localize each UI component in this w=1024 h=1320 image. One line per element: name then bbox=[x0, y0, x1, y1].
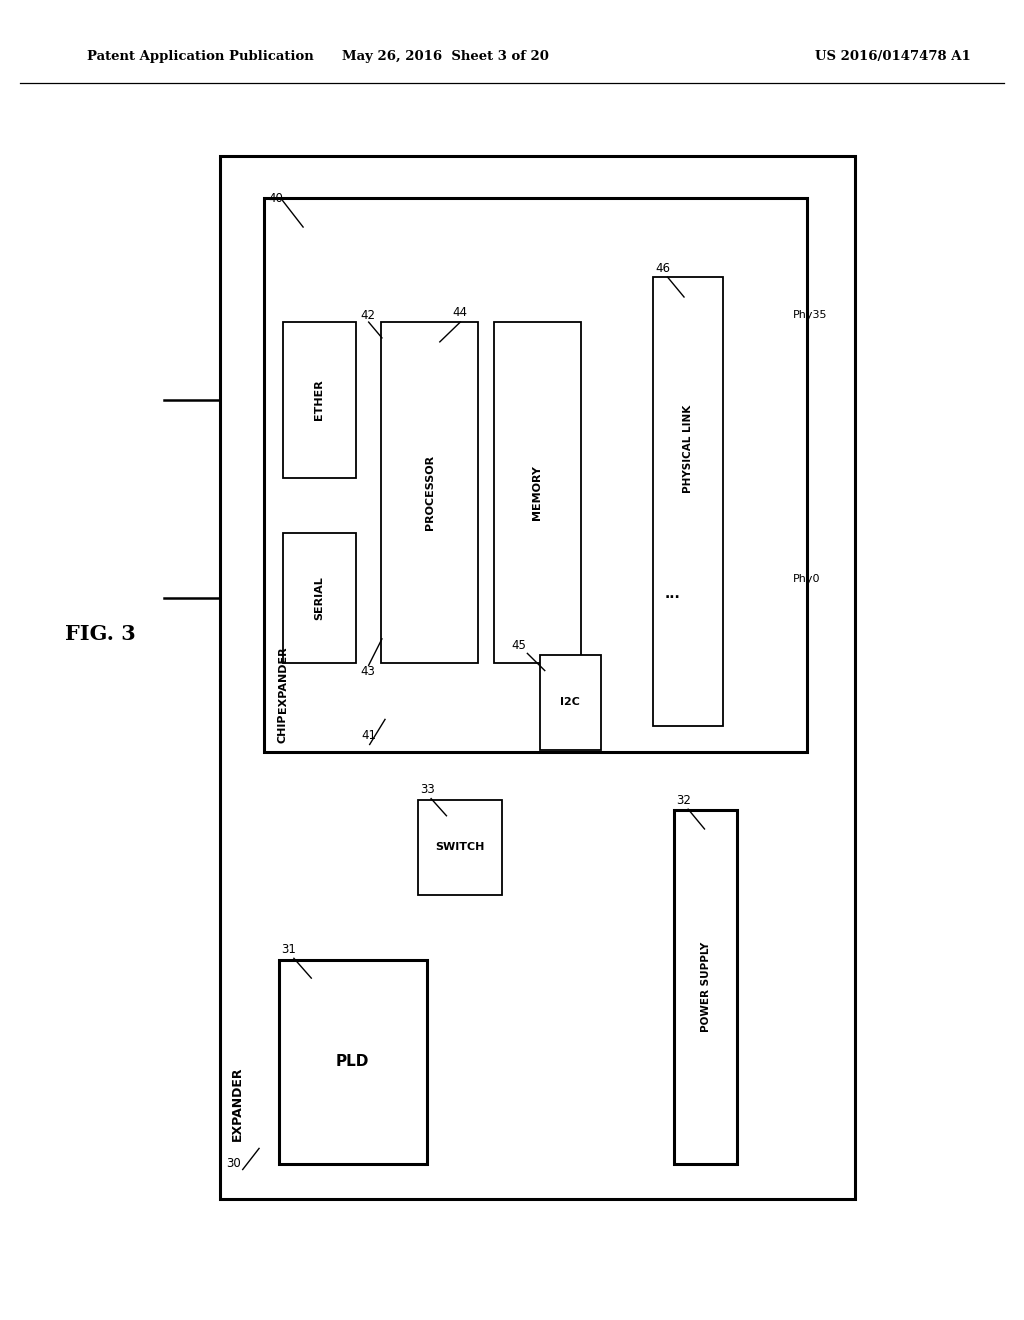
Text: 32: 32 bbox=[676, 793, 691, 807]
Text: Phy0: Phy0 bbox=[793, 574, 820, 585]
Bar bbox=[264, 198, 807, 752]
Text: 44: 44 bbox=[453, 306, 467, 319]
Text: FIG. 3: FIG. 3 bbox=[65, 623, 136, 644]
Text: SWITCH: SWITCH bbox=[435, 842, 484, 853]
Bar bbox=[494, 322, 581, 663]
Text: PROCESSOR: PROCESSOR bbox=[425, 455, 434, 529]
Text: EXPANDER: EXPANDER bbox=[231, 1067, 244, 1140]
Text: 43: 43 bbox=[360, 665, 376, 678]
Text: US 2016/0147478 A1: US 2016/0147478 A1 bbox=[815, 50, 971, 63]
Text: POWER SUPPLY: POWER SUPPLY bbox=[700, 942, 711, 1032]
Text: PHYSICAL LINK: PHYSICAL LINK bbox=[683, 405, 693, 492]
Bar bbox=[653, 277, 723, 726]
Text: 45: 45 bbox=[511, 639, 526, 652]
Text: EXPANDER: EXPANDER bbox=[278, 647, 288, 713]
Text: May 26, 2016  Sheet 3 of 20: May 26, 2016 Sheet 3 of 20 bbox=[342, 50, 549, 63]
Text: Patent Application Publication: Patent Application Publication bbox=[87, 50, 313, 63]
Text: 33: 33 bbox=[420, 783, 434, 796]
Text: I2C: I2C bbox=[560, 697, 581, 708]
Text: 46: 46 bbox=[655, 261, 671, 275]
Bar bbox=[279, 960, 427, 1164]
Bar bbox=[540, 655, 601, 750]
Text: 41: 41 bbox=[361, 729, 377, 742]
Text: 42: 42 bbox=[360, 309, 376, 322]
Bar bbox=[283, 322, 356, 478]
Text: PLD: PLD bbox=[336, 1055, 370, 1069]
Text: 30: 30 bbox=[226, 1156, 241, 1170]
Text: ...: ... bbox=[665, 587, 681, 601]
Bar bbox=[418, 800, 502, 895]
Bar bbox=[674, 810, 737, 1164]
Bar bbox=[283, 533, 356, 663]
Text: MEMORY: MEMORY bbox=[532, 465, 542, 520]
Bar bbox=[220, 156, 855, 1199]
Text: 31: 31 bbox=[282, 942, 297, 956]
Text: SERIAL: SERIAL bbox=[314, 576, 325, 620]
Text: CHIP: CHIP bbox=[278, 714, 288, 743]
Text: ETHER: ETHER bbox=[314, 380, 325, 420]
Text: Phy35: Phy35 bbox=[793, 310, 827, 321]
Text: 40: 40 bbox=[268, 191, 284, 205]
Bar bbox=[381, 322, 478, 663]
